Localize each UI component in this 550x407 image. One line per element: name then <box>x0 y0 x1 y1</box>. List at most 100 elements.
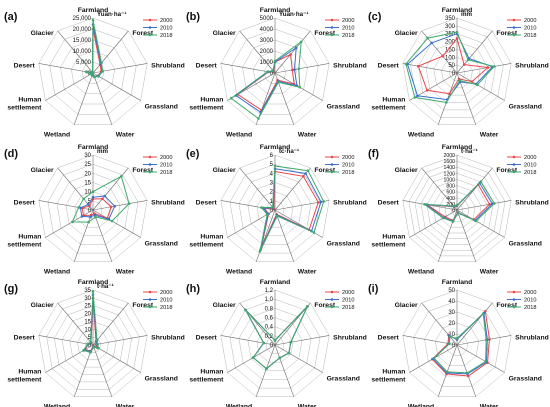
data-point-2000 <box>488 203 491 206</box>
data-point-2018 <box>100 61 103 65</box>
tick-label: 15 <box>84 181 91 187</box>
category-label: Grassland <box>509 376 542 383</box>
category-label: Forest <box>132 167 154 174</box>
axis-spoke <box>220 63 276 74</box>
tick-label: 10 <box>84 190 91 196</box>
axis-spoke <box>38 63 94 74</box>
series-line-2018 <box>433 312 487 374</box>
legend-marker <box>148 18 152 22</box>
data-point-2010 <box>80 215 84 218</box>
axis-spoke <box>227 344 276 373</box>
category-label: Human settlement <box>371 369 406 384</box>
axis-spoke <box>92 30 129 74</box>
data-point-2018 <box>93 75 96 79</box>
axis-spoke <box>274 63 330 74</box>
legend-label: 2018 <box>342 170 354 176</box>
category-label: Glacier <box>395 30 418 37</box>
legend-marker <box>148 155 152 159</box>
category-label: Water <box>298 269 317 276</box>
legend-marker <box>148 170 152 174</box>
panel-label: (h) <box>186 283 200 295</box>
grid-ring <box>449 64 465 81</box>
tick-label: 0.4 <box>265 325 274 331</box>
unit-label: t·ha⁻¹ <box>97 283 114 290</box>
grid-ring <box>247 182 303 237</box>
axis-spoke <box>456 200 512 211</box>
panel-label: (i) <box>368 283 379 295</box>
data-point-2000 <box>467 374 470 378</box>
data-point-2018 <box>94 215 97 219</box>
axis-spoke <box>409 209 458 238</box>
axis-spoke <box>57 30 94 74</box>
panel-label: (d) <box>4 148 18 160</box>
series-line-2000 <box>81 198 112 219</box>
tick-label: 0 <box>270 208 274 214</box>
category-label: Human settlement <box>7 97 42 112</box>
category-label: Farmland <box>260 279 291 286</box>
category-label-line: settlement <box>371 242 406 249</box>
data-point-2018 <box>82 197 85 201</box>
legend-label: 2018 <box>524 170 536 176</box>
axis-spoke <box>421 302 458 346</box>
data-point-2018 <box>278 356 282 360</box>
tick-label: 2000 <box>443 153 455 159</box>
axis-spoke <box>92 344 113 397</box>
data-point-2018 <box>77 206 80 209</box>
tick-label: 1000 <box>443 177 455 183</box>
category-label: Glacier <box>395 167 418 174</box>
tick-label: 3000 <box>260 38 274 44</box>
category-label: Shrubland <box>515 62 549 69</box>
category-label: Grassland <box>327 376 360 383</box>
grid-ring <box>256 191 294 228</box>
grid-ring <box>56 173 130 245</box>
data-point-2018 <box>265 213 269 216</box>
category-label: Desert <box>196 199 218 206</box>
tick-label: 600 <box>446 190 455 196</box>
data-point-2018 <box>91 18 95 22</box>
data-point-2018 <box>448 342 451 346</box>
data-point-2018 <box>266 70 269 73</box>
panel-label: (a) <box>4 11 18 23</box>
category-label: Water <box>116 269 135 276</box>
series-line-2018 <box>259 165 325 252</box>
category-label: Water <box>480 404 499 407</box>
axis-spoke <box>92 344 141 373</box>
tick-label: 25 <box>84 304 91 310</box>
axis-spoke <box>38 335 94 346</box>
category-label: Wetland <box>408 269 434 276</box>
data-point-2018 <box>257 117 260 120</box>
data-point-2018 <box>455 30 459 34</box>
grid-ring <box>60 39 126 105</box>
legend-marker <box>512 290 516 294</box>
tick-label: 20,000 <box>73 27 92 33</box>
data-point-2018 <box>445 101 448 104</box>
data-point-2018 <box>451 220 455 223</box>
category-label: Glacier <box>31 30 54 37</box>
tick-label: 1000 <box>260 60 274 66</box>
legend-label: 2000 <box>524 290 536 296</box>
grid-ring <box>432 185 482 234</box>
data-point-2018 <box>258 250 262 253</box>
tick-label: 50 <box>448 288 455 294</box>
category-label-line: Human <box>200 97 223 104</box>
data-point-2010 <box>416 94 419 98</box>
category-label-line: settlement <box>7 377 42 384</box>
category-label: Farmland <box>260 7 291 14</box>
category-label: Desert <box>14 334 36 341</box>
legend-marker <box>512 298 516 301</box>
data-point-2010 <box>91 195 95 199</box>
category-label: Farmland <box>260 144 291 151</box>
category-label: Desert <box>14 62 36 69</box>
grid-ring <box>263 61 287 84</box>
legend-marker <box>148 290 152 294</box>
category-label: Human settlement <box>371 97 406 112</box>
data-point-2010 <box>89 215 92 219</box>
tick-label: 150 <box>445 47 456 53</box>
legend-marker <box>330 170 334 174</box>
category-label: Shrubland <box>333 62 367 69</box>
category-label: Forest <box>496 167 518 174</box>
data-point-2010 <box>319 200 323 204</box>
category-label-line: Human <box>18 234 41 241</box>
series-line-2000 <box>431 310 491 377</box>
grid-ring <box>71 50 115 94</box>
